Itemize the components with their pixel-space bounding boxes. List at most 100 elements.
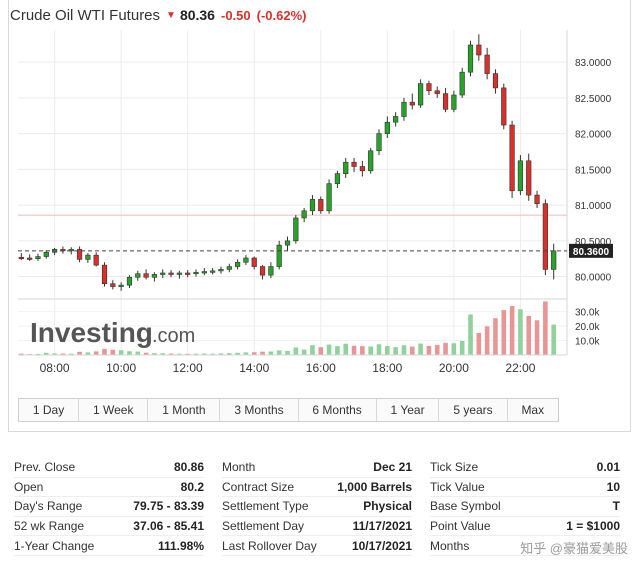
stat-value: 11/17/2021 xyxy=(352,519,412,534)
range-button-1-day[interactable]: 1 Day xyxy=(19,399,80,421)
chart-axes: 83.0000 82.5000 82.0000 81.5000 81.0000 80.50… xyxy=(18,30,613,375)
volume-bar xyxy=(193,353,199,355)
volume-bar xyxy=(260,351,265,355)
stat-label: Point Value xyxy=(430,519,491,534)
volume-bar xyxy=(310,345,315,355)
volume-bar xyxy=(177,353,182,355)
stat-label: Tick Value xyxy=(430,479,485,494)
candle-body xyxy=(501,87,507,126)
stat-row: Open 80.2 xyxy=(14,478,204,498)
volume-bar xyxy=(434,345,440,355)
candle-body xyxy=(343,161,349,174)
volume-bar xyxy=(426,345,432,355)
volume-bar xyxy=(77,351,82,355)
candle-body xyxy=(18,256,24,260)
last-price-tag xyxy=(569,243,613,258)
range-button-3-months[interactable]: 3 Months xyxy=(220,399,299,421)
candle-body xyxy=(467,44,474,73)
volume-bar xyxy=(226,353,232,355)
candle-body xyxy=(135,273,141,278)
candle-body xyxy=(43,251,49,257)
volume-bar xyxy=(243,352,249,355)
candle-body xyxy=(534,194,540,204)
stat-value: 1,000 Barrels xyxy=(337,479,412,494)
volume-tick-label: 30.0k xyxy=(575,308,600,319)
candle-body xyxy=(318,199,324,212)
volume-bar xyxy=(60,353,66,355)
time-tick-label: 14:00 xyxy=(239,361,269,375)
stat-row: Last Rollover Day 10/17/2021 xyxy=(222,536,412,556)
stat-value: 1 = $1000 xyxy=(566,519,620,534)
price-chart[interactable]: Investing .com 83.0000 82.5000 82.0000 81.5… xyxy=(0,0,640,400)
price-tick-label: 83.0000 xyxy=(575,58,612,69)
price-tick-label: 81.0000 xyxy=(575,201,612,212)
stat-row: Day's Range 79.75 - 83.39 xyxy=(14,497,204,517)
volume-bar xyxy=(551,324,556,355)
price-tick-label: 81.5000 xyxy=(575,165,612,176)
down-arrow-icon: ▼ xyxy=(166,9,176,21)
volume-bar xyxy=(210,353,215,355)
volume-bar xyxy=(276,350,282,355)
price-tick-label: 82.0000 xyxy=(575,130,612,141)
candle-body xyxy=(309,199,316,212)
volume-bar xyxy=(218,353,224,355)
range-button-max[interactable]: Max xyxy=(521,403,545,417)
volume-bar xyxy=(326,344,332,355)
price-tick-label: 80.5000 xyxy=(575,237,612,248)
candle-body xyxy=(259,266,266,276)
candle-body xyxy=(476,44,482,56)
volume-bar xyxy=(393,347,398,355)
volume-bar xyxy=(443,342,448,355)
volume-bar xyxy=(418,343,423,355)
stat-value: 80.2 xyxy=(180,479,204,494)
candle-body xyxy=(201,271,207,274)
last-price-tag-label: 80.3600 xyxy=(573,247,610,258)
candle-body xyxy=(526,160,532,196)
stat-value: 79.75 - 83.39 xyxy=(133,499,204,514)
stat-value: 111.98% xyxy=(157,538,204,553)
range-button-1-week[interactable]: 1 Week xyxy=(79,399,149,421)
volume-bar xyxy=(168,353,174,355)
time-tick-label: 20:00 xyxy=(439,361,469,375)
chart-panel xyxy=(8,0,631,432)
volume-bar xyxy=(476,333,482,355)
time-range-selector: 1 Day 1 Week 1 Month 3 Months 6 Months 1 Year… xyxy=(18,398,559,422)
stat-value: 80.86 xyxy=(173,460,204,475)
price-change: -0.50 xyxy=(220,7,251,23)
volume-bar xyxy=(19,353,24,355)
range-button-1-year[interactable]: 1 Year xyxy=(377,399,440,421)
stat-row: Month Dec 21 xyxy=(222,458,412,478)
candle-body xyxy=(143,273,149,278)
range-button-5-years[interactable]: 5 years xyxy=(439,399,508,421)
volume-bar xyxy=(318,347,324,355)
candle-body xyxy=(409,101,415,106)
stat-row: Prev. Close 80.86 xyxy=(14,458,204,478)
candle-body xyxy=(110,283,116,287)
volume-bar xyxy=(385,346,390,355)
stat-row: Point Value 1 = $1000 xyxy=(430,517,620,537)
volume-bar xyxy=(543,301,548,355)
volume-bar xyxy=(509,306,515,355)
stat-label: 52 wk Range xyxy=(14,519,85,534)
time-tick-label: 16:00 xyxy=(306,361,336,375)
candle-body xyxy=(492,73,499,89)
volume-bar xyxy=(501,310,507,355)
range-button-6-months[interactable]: 6 Months xyxy=(299,399,377,421)
candle-body xyxy=(176,272,182,275)
time-tick-label: 22:00 xyxy=(505,361,535,375)
candle-body xyxy=(484,54,490,74)
stat-row: Months xyxy=(430,536,620,556)
candle-body xyxy=(417,83,424,106)
stat-label: Last Rollover Day xyxy=(222,538,317,553)
candle-body xyxy=(326,183,332,212)
stat-row: 1-Year Change 111.98% xyxy=(14,536,204,556)
volume-tick-label: 10.0k xyxy=(575,337,600,348)
stat-row: 52 wk Range 37.06 - 85.41 xyxy=(14,517,204,537)
volume-bar xyxy=(285,350,290,355)
volume-bar xyxy=(68,353,74,355)
stat-value: 10/17/2021 xyxy=(351,538,412,553)
range-button-1-month[interactable]: 1 Month xyxy=(148,399,221,421)
volume-bar xyxy=(401,345,407,355)
candle-body xyxy=(93,254,99,266)
volume-bar xyxy=(343,343,349,355)
